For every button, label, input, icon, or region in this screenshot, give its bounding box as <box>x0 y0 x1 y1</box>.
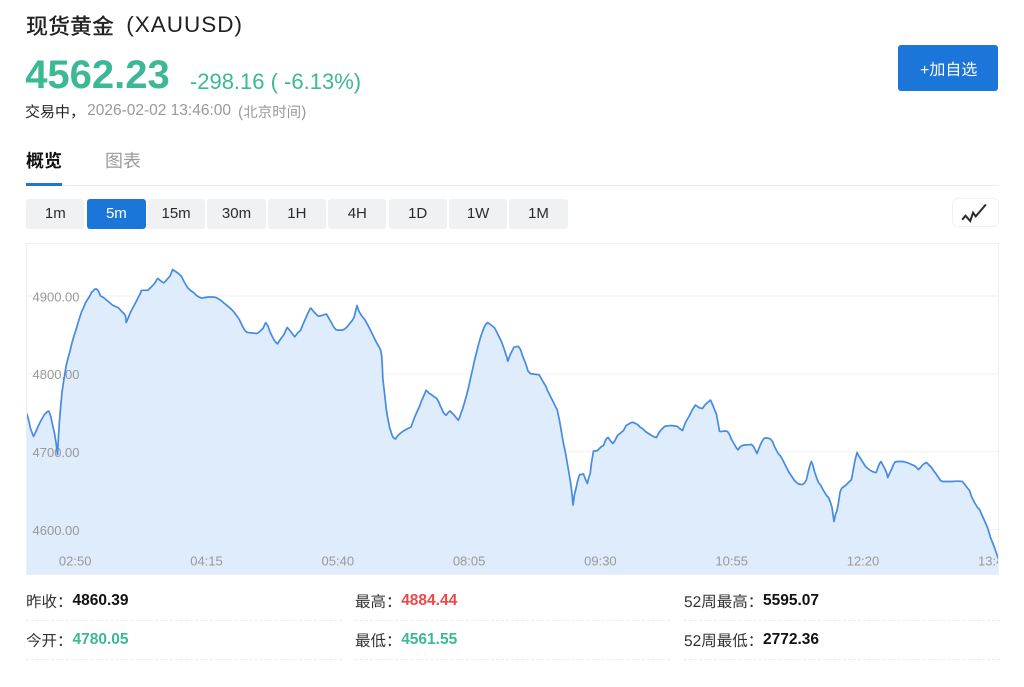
svg-text:4900.00: 4900.00 <box>32 289 79 304</box>
svg-text:04:15: 04:15 <box>190 553 223 568</box>
svg-text:12:20: 12:20 <box>846 553 879 568</box>
svg-text:4700.00: 4700.00 <box>32 445 79 460</box>
svg-text:13:46: 13:46 <box>978 553 999 568</box>
svg-text:05:40: 05:40 <box>321 553 354 568</box>
svg-text:4600.00: 4600.00 <box>32 522 79 537</box>
svg-text:09:30: 09:30 <box>584 553 617 568</box>
svg-text:4800.00: 4800.00 <box>32 367 79 382</box>
svg-text:08:05: 08:05 <box>452 553 485 568</box>
svg-text:10:55: 10:55 <box>715 553 748 568</box>
svg-text:02:50: 02:50 <box>58 553 91 568</box>
